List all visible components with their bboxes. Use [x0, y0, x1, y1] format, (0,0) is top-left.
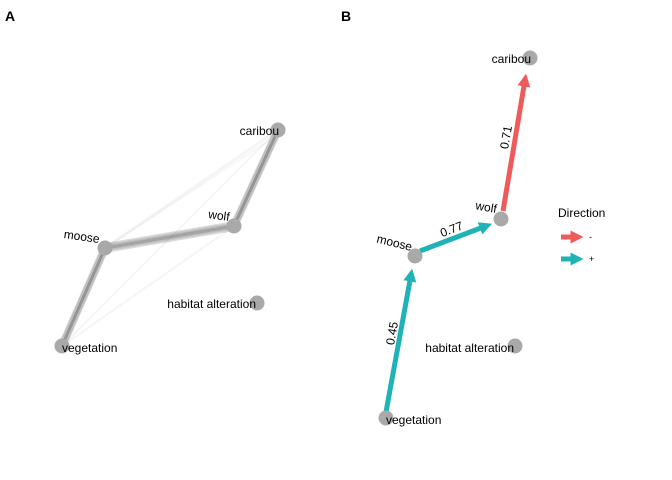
panel-a-nodes: [54, 122, 286, 354]
label-b-caribou: caribou: [492, 52, 531, 66]
legend-label-negative: -: [589, 232, 592, 242]
label-a-wolf: wolf: [206, 207, 231, 224]
panel-a-strong-edges: [58, 127, 282, 349]
node-b-vegetation: [378, 410, 394, 426]
legend: Direction - +: [558, 206, 605, 266]
node-a-habitat-alteration: [249, 295, 265, 311]
edge-moose-wolf: [419, 222, 493, 254]
node-b-caribou: [522, 50, 538, 66]
node-b-moose: [407, 248, 423, 264]
label-b-wolf: wolf: [473, 198, 498, 216]
label-b-moose: moose: [375, 232, 414, 254]
legend-title: Direction: [558, 206, 605, 220]
label-a-habitat-alteration: habitat alteration: [167, 297, 256, 311]
panel-b-nodes: [378, 50, 538, 426]
node-a-moose: [97, 240, 113, 256]
legend-item-positive: +: [561, 252, 594, 266]
edge-label-wolf-caribou: 0.71: [497, 124, 515, 150]
panel-a-faint-edges: [61, 128, 280, 347]
faint-edge-vegetation-wolf: [61, 225, 235, 347]
panel-a-label: A: [5, 8, 15, 24]
edge-bundle-vegetation-moose: [58, 245, 109, 349]
node-a-caribou: [270, 122, 286, 138]
panel-b-label: B: [341, 8, 351, 24]
label-a-moose: moose: [63, 227, 101, 246]
node-a-vegetation: [54, 338, 70, 354]
edge-bundle-moose-wolf: [102, 221, 237, 253]
label-a-caribou: caribou: [240, 124, 279, 138]
node-b-wolf: [493, 211, 509, 227]
faint-edge-moose-caribou: [103, 128, 280, 250]
panel-b: B 0.45 0.77 0.71 caribou wolf moose vege…: [341, 8, 538, 427]
edge-wolf-caribou: [500, 73, 531, 212]
panel-b-edges: [383, 73, 531, 413]
label-b-vegetation: vegetation: [386, 413, 441, 427]
edge-vegetation-moose: [383, 268, 417, 413]
edge-bundle-wolf-caribou: [230, 127, 282, 229]
label-a-vegetation: vegetation: [62, 341, 117, 355]
legend-item-negative: -: [561, 230, 592, 244]
faint-edge-vegetation-caribou: [61, 129, 279, 347]
label-b-habitat-alteration: habitat alteration: [425, 341, 514, 355]
legend-label-positive: +: [589, 254, 594, 264]
edge-label-vegetation-moose: 0.45: [383, 320, 401, 346]
node-b-habitat-alteration: [507, 338, 523, 354]
node-a-wolf: [226, 218, 242, 234]
panel-a: A: [5, 8, 286, 355]
